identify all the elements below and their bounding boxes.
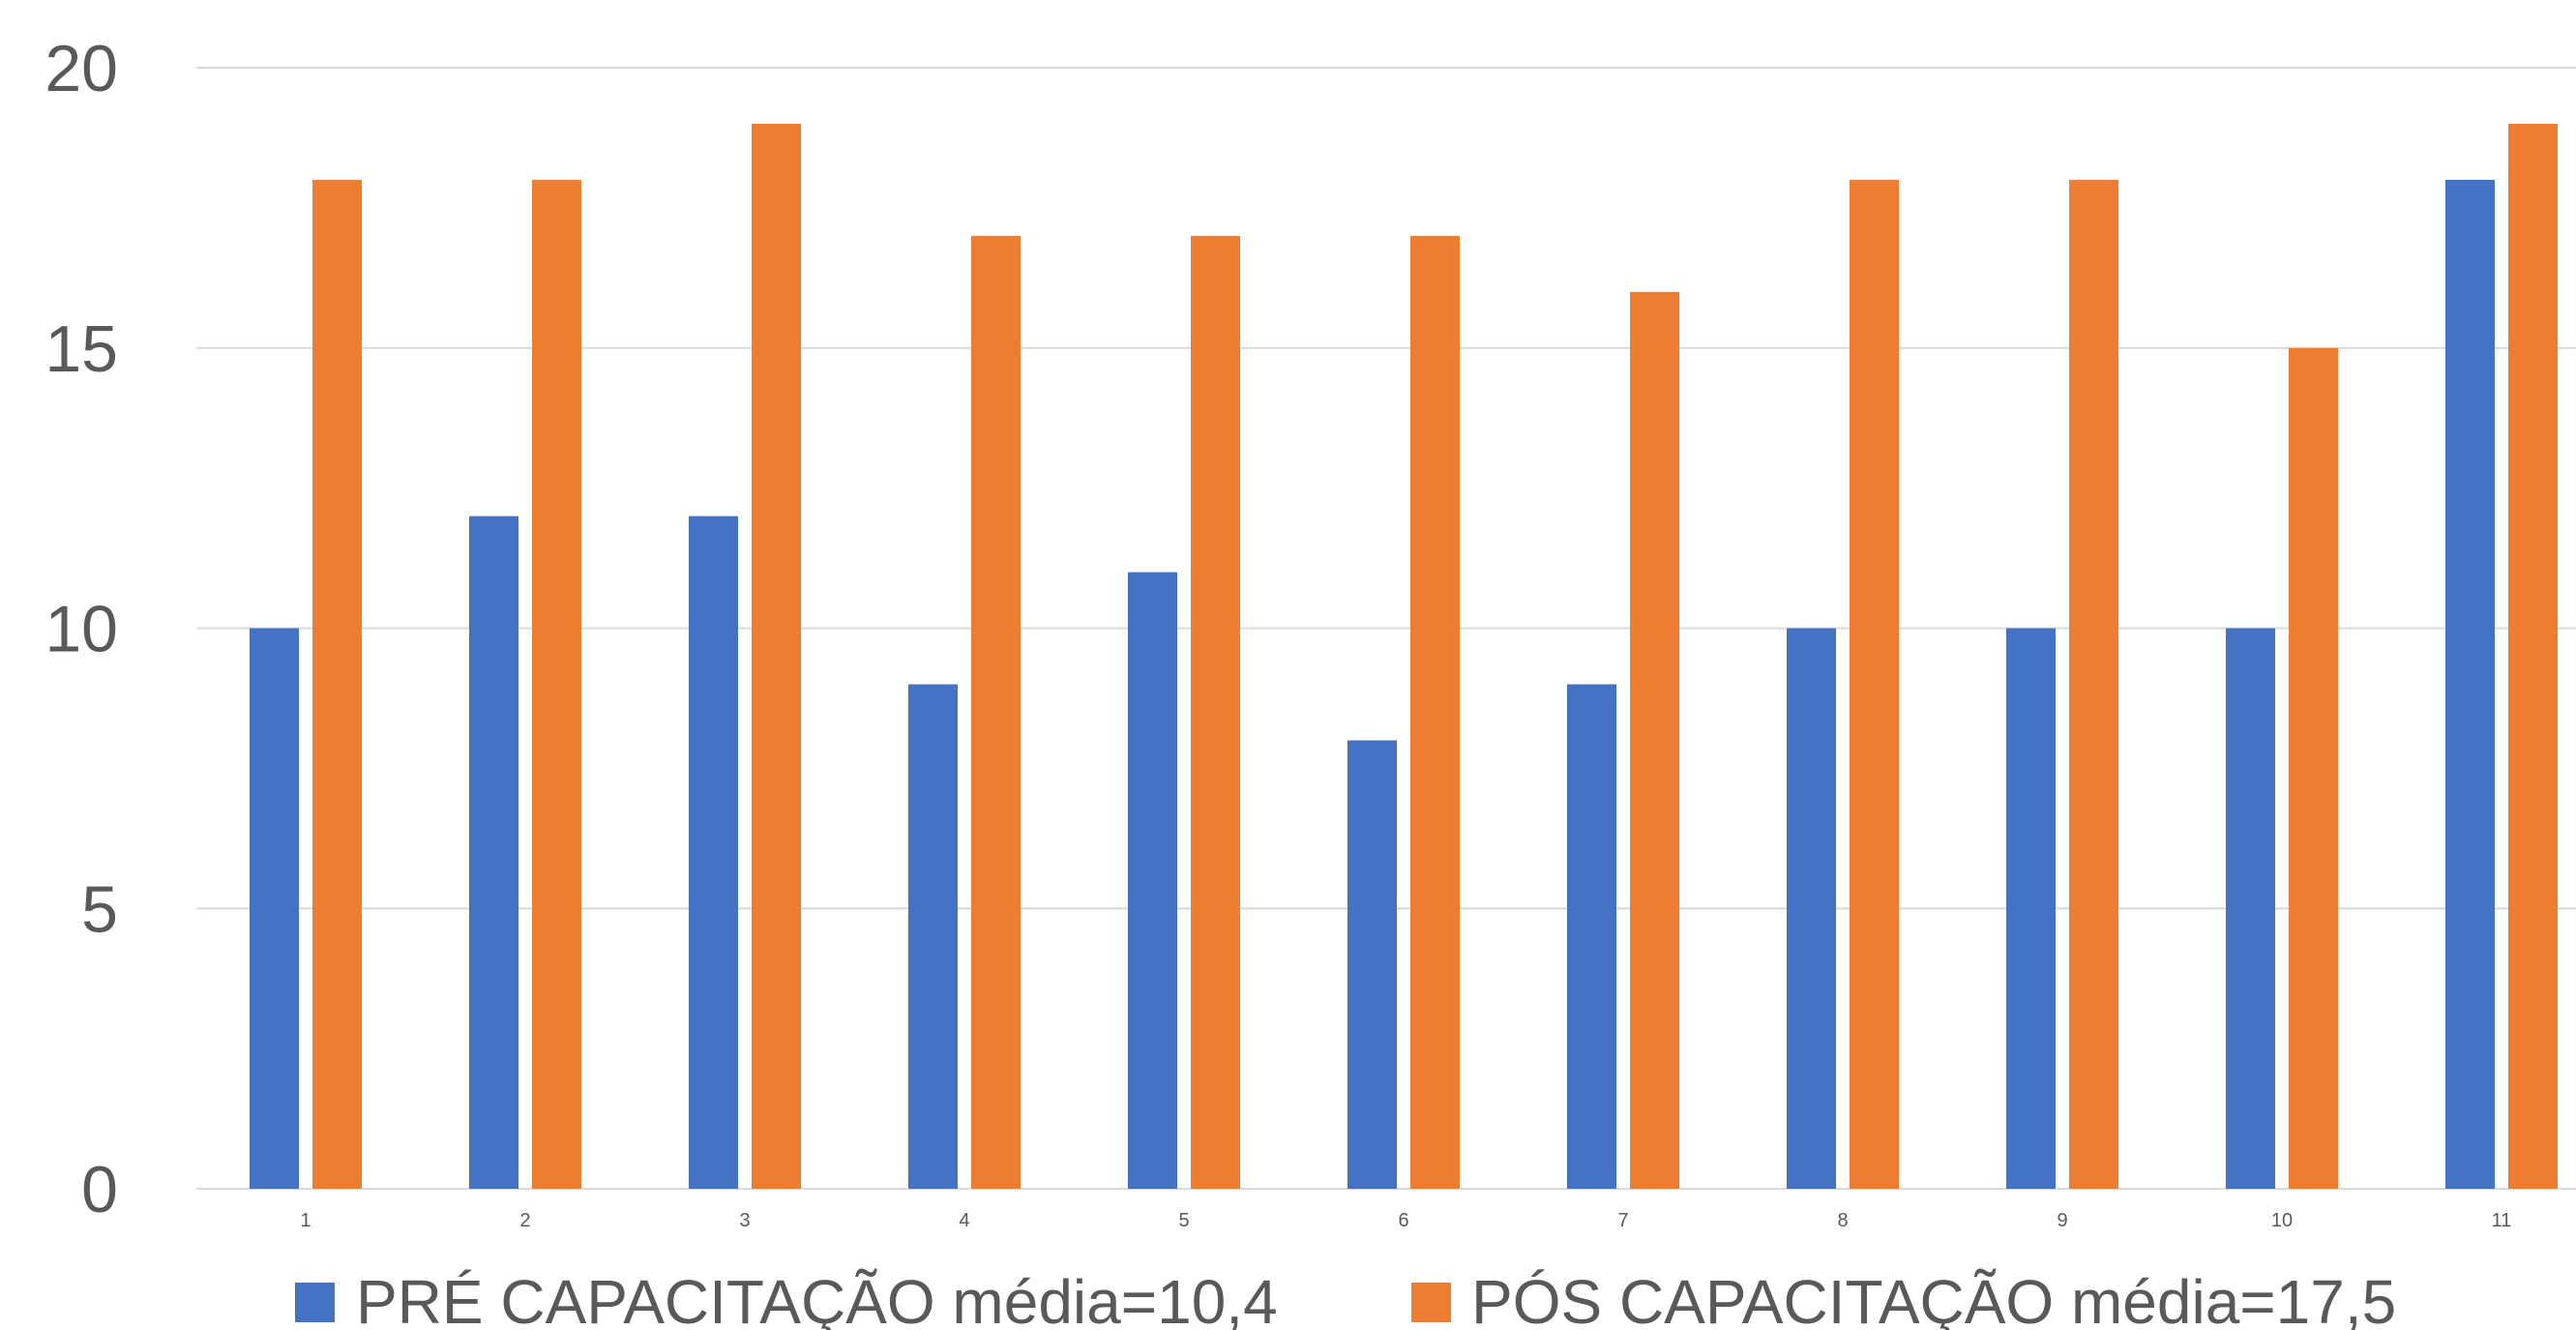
x-tick-label: 9 [2057,1210,2067,1231]
legend: PRÉ CAPACITAÇÃO média=10,4 PÓS CAPACITAÇÃ… [295,1267,2396,1330]
x-axis-tick-labels: 1 2 3 4 5 6 7 8 9 10 11 [300,1210,2511,1231]
y-tick-label: 5 [81,872,118,946]
legend-swatch [295,1283,335,1322]
bar-series-1-category-7 [1567,684,1616,1189]
bar-series-2-category-11 [2508,123,2558,1190]
bar-series-2-category-4 [971,235,1021,1190]
bars [250,123,2558,1190]
x-tick-label: 4 [959,1210,969,1231]
legend-label: PRÉ CAPACITAÇÃO média=10,4 [356,1267,1278,1330]
x-tick-label: 1 [300,1210,311,1231]
y-tick-label: 20 [44,32,118,105]
bar-series-2-category-10 [2289,347,2338,1189]
x-tick-label: 3 [739,1210,750,1231]
bar-series-2-category-2 [532,179,581,1189]
x-tick-label: 5 [1178,1210,1189,1231]
x-tick-label: 2 [519,1210,530,1231]
bar-series-2-category-5 [1191,235,1240,1190]
bar-series-1-category-5 [1128,572,1177,1189]
bar-series-1-category-8 [1787,628,1836,1189]
x-tick-label: 11 [2492,1210,2512,1231]
legend-label: PÓS CAPACITAÇÃO média=17,5 [1471,1267,2396,1330]
bar-series-1-category-11 [2445,179,2495,1189]
x-tick-label: 10 [2271,1210,2293,1231]
bar-series-2-category-6 [1410,235,1460,1190]
bar-series-2-category-8 [1850,179,1899,1189]
bar-series-1-category-3 [689,516,738,1189]
bar-series-1-category-2 [469,516,518,1189]
x-tick-label: 7 [1617,1210,1628,1231]
y-tick-label: 0 [81,1153,118,1227]
bar-series-1-category-1 [250,628,299,1189]
gridlines [196,67,2576,1190]
bar-series-1-category-10 [2226,628,2275,1189]
y-tick-label: 15 [44,312,118,386]
bar-series-2-category-9 [2069,179,2118,1189]
bar-series-1-category-4 [908,684,958,1189]
bar-series-2-category-7 [1630,291,1679,1189]
y-tick-label: 10 [44,593,118,666]
bar-series-2-category-1 [312,179,362,1189]
legend-item-2: PÓS CAPACITAÇÃO média=17,5 [1411,1267,2396,1330]
y-axis-tick-labels: 0 5 10 15 20 [44,32,118,1227]
bar-series-1-category-6 [1347,740,1397,1189]
legend-swatch [1411,1283,1451,1322]
x-tick-label: 6 [1398,1210,1408,1231]
bar-series-1-category-9 [2006,628,2056,1189]
x-tick-label: 8 [1837,1210,1848,1231]
legend-item-1: PRÉ CAPACITAÇÃO média=10,4 [295,1267,1278,1330]
bar-series-2-category-3 [752,123,801,1190]
